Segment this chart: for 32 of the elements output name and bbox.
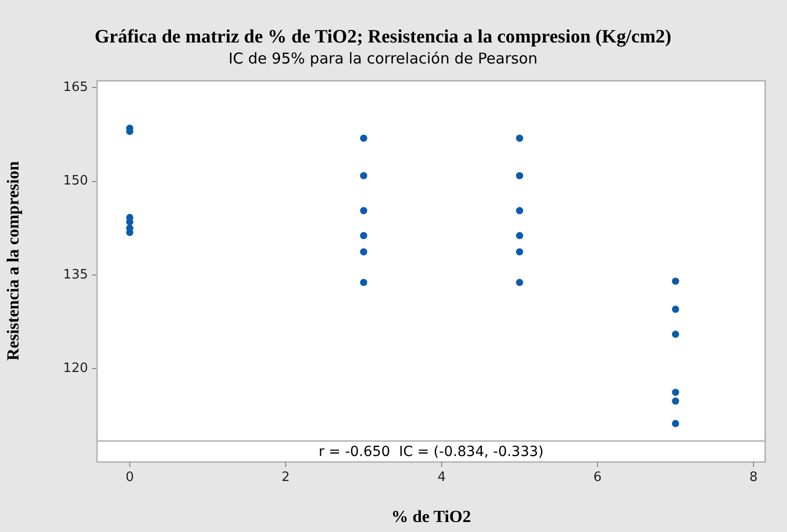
point bbox=[672, 420, 680, 428]
x-tick-label: 6 bbox=[593, 470, 602, 486]
point bbox=[672, 397, 680, 405]
chart-subtitle: IC de 95% para la correlación de Pearson bbox=[228, 50, 538, 68]
point bbox=[360, 134, 368, 142]
point bbox=[360, 248, 368, 256]
text: r = -0.650 IC = (-0.834, -0.333) bbox=[318, 444, 544, 460]
point bbox=[360, 172, 368, 180]
point bbox=[516, 207, 524, 214]
point bbox=[360, 232, 368, 240]
y-tick-label: 135 bbox=[63, 267, 88, 282]
x-tick-label: 2 bbox=[282, 470, 290, 486]
point bbox=[516, 172, 524, 180]
y-tick-label: 165 bbox=[63, 80, 88, 96]
point bbox=[516, 248, 524, 256]
point bbox=[672, 278, 680, 285]
point bbox=[516, 278, 524, 286]
x-axis-title: % de TiO2 bbox=[391, 507, 471, 526]
point bbox=[516, 134, 524, 142]
y-tick-label: 150 bbox=[63, 174, 88, 189]
point bbox=[672, 330, 680, 338]
y-axis-title: Resistencia a la compresion bbox=[4, 160, 23, 361]
point bbox=[516, 232, 524, 240]
point bbox=[360, 207, 368, 214]
point bbox=[360, 278, 368, 286]
x-tick-label: 8 bbox=[749, 470, 758, 486]
point bbox=[672, 388, 680, 396]
x-tick-label: 4 bbox=[437, 470, 446, 486]
y-tick-label: 120 bbox=[63, 360, 88, 376]
chart-title: Gráfica de matriz de % de TiO2; Resistencia a la compresion (Kg/cm2) bbox=[94, 26, 672, 48]
point bbox=[672, 306, 680, 313]
x-tick-label: 0 bbox=[126, 470, 134, 486]
